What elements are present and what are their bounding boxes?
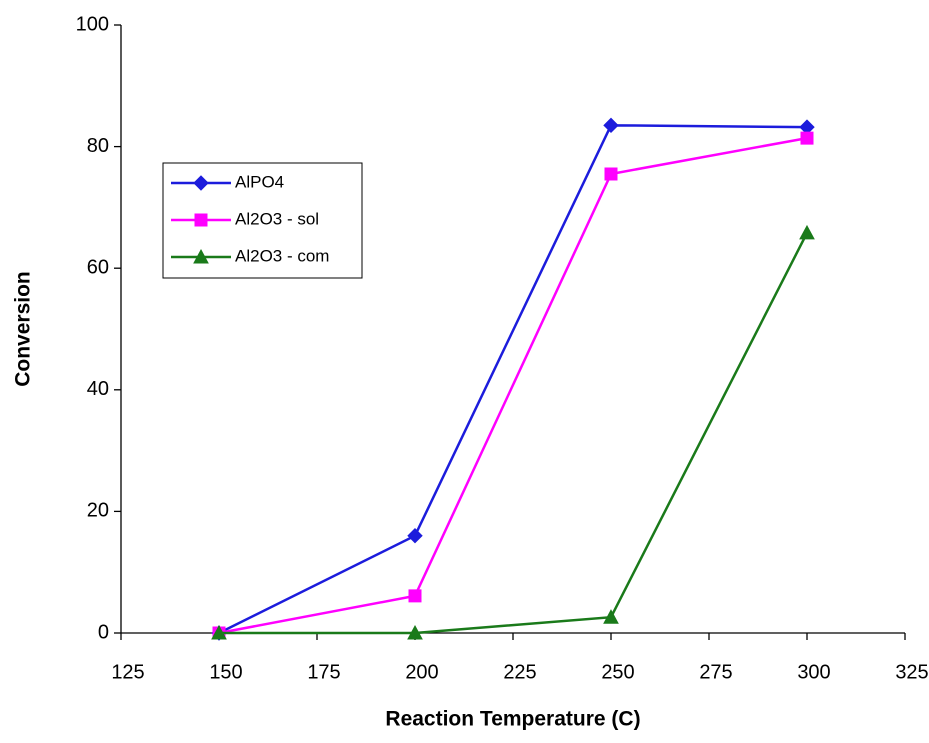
series-line [218, 136, 808, 635]
legend-marker [194, 213, 208, 227]
data-point [211, 624, 227, 640]
y-tick-label: 20 [87, 500, 109, 522]
y-axis-label: Conversion [12, 271, 35, 387]
data-point [604, 167, 618, 181]
y-tick-label: 100 [76, 13, 109, 35]
y-tick-label: 40 [87, 378, 109, 400]
x-tick-label: 300 [797, 661, 830, 683]
x-tick-label: 125 [111, 661, 144, 683]
data-point [407, 528, 423, 544]
x-tick-label: 250 [601, 661, 634, 683]
legend-marker [193, 175, 209, 191]
data-point [799, 224, 815, 240]
data-point [407, 624, 423, 640]
series-line [218, 124, 808, 635]
x-tick-label: 175 [307, 661, 340, 683]
y-tick-label: 60 [87, 256, 109, 278]
legend-marker [193, 248, 209, 264]
legend-label: Al2O3 - sol [235, 209, 319, 228]
x-tick-label: 200 [405, 661, 438, 683]
x-axis-label: Reaction Temperature (C) [385, 708, 640, 731]
x-tick-label: 325 [895, 661, 928, 683]
series-line [219, 232, 809, 635]
data-point [603, 117, 619, 134]
legend-label: AlPO4 [235, 172, 284, 191]
data-point [408, 589, 422, 603]
x-tick-label: 225 [503, 661, 536, 683]
legend-label: Al2O3 - com [235, 246, 329, 265]
y-tick-label: 0 [98, 621, 109, 643]
x-tick-label: 150 [209, 661, 242, 683]
y-tick-label: 80 [87, 135, 109, 157]
x-tick-label: 275 [699, 661, 732, 683]
data-point [800, 131, 814, 145]
data-point [603, 609, 619, 624]
